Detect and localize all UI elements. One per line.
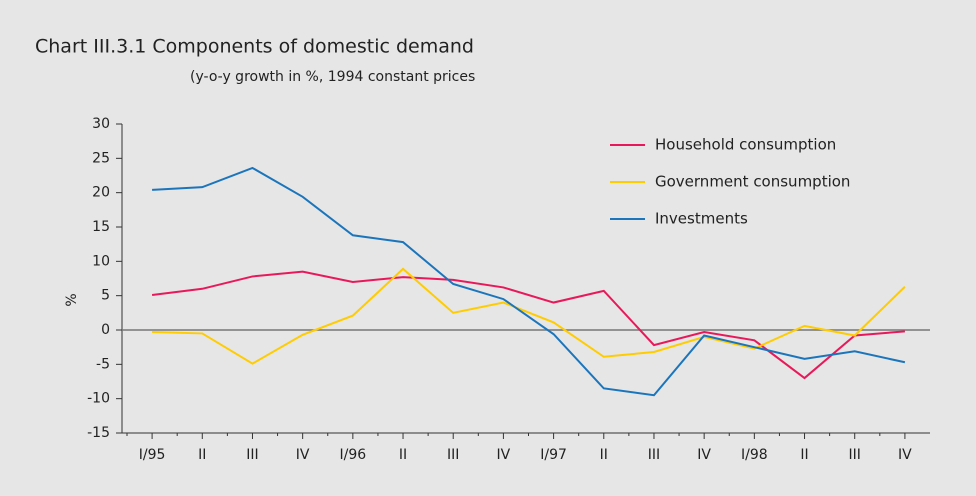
y-axis-label: % [64,293,80,306]
y-tick-label: 10 [92,253,110,269]
x-tick-label: II [600,447,608,463]
y-tick-label: 30 [92,116,110,132]
x-tick-label: IV [898,447,912,463]
x-tick-label: III [447,447,459,463]
y-tick-label: -5 [96,356,110,372]
legend-label: Household consumption [655,136,836,154]
x-tick-label: I/97 [540,447,567,463]
y-tick-label: 15 [92,219,110,235]
x-tick-label: II [198,447,206,463]
x-tick-label: I/96 [340,447,367,463]
y-tick-label: 20 [92,185,110,201]
y-tick-label: -15 [87,425,110,441]
x-tick-label: IV [296,447,310,463]
x-tick-label: III [849,447,861,463]
y-tick-label: -10 [87,391,110,407]
x-tick-label: III [246,447,258,463]
x-tick-label: IV [497,447,511,463]
legend-label: Investments [655,210,748,228]
y-tick-label: 5 [101,288,110,304]
x-tick-label: IV [697,447,711,463]
series-line [152,166,906,397]
series-line [151,270,905,380]
x-tick-label: II [800,447,808,463]
y-tick-label: 0 [101,322,110,338]
x-tick-label: III [648,447,660,463]
legend-label: Government consumption [655,173,850,191]
chart-subtitle: (y-o-y growth in %, 1994 constant prices [190,69,475,85]
chart-title: Chart III.3.1 Components of domestic dem… [35,36,474,58]
x-tick-label: I/98 [741,447,768,463]
x-tick-label: II [399,447,407,463]
y-tick-label: 25 [92,150,110,166]
series-line [152,267,906,365]
x-tick-label: I/95 [139,447,166,463]
